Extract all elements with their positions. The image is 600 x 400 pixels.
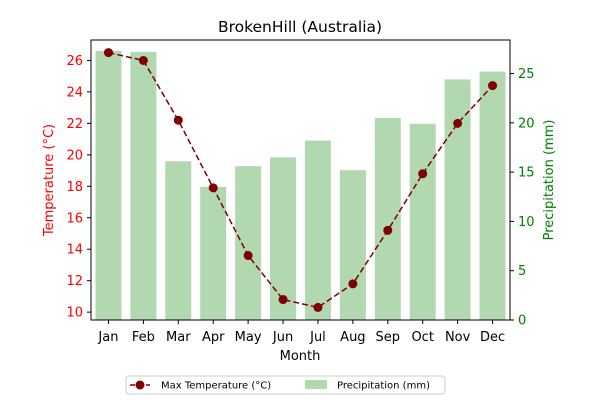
x-tick-label-dec: Dec <box>480 330 505 345</box>
x-tick-label-oct: Oct <box>411 330 433 345</box>
temperature-series-line <box>108 51 494 309</box>
temperature-point-aug <box>348 279 358 289</box>
x-tick-label-may: May <box>235 330 262 345</box>
legend-label-precipitation: Precipitation (mm) <box>337 381 430 392</box>
precipitation-bar-apr <box>200 186 227 320</box>
x-tick-label-nov: Nov <box>445 330 471 345</box>
left-tick-label-26: 26 <box>66 54 83 69</box>
temperature-line <box>103 48 498 312</box>
right-tick-label-5: 5 <box>518 264 526 279</box>
left-tick-label-18: 18 <box>66 180 83 195</box>
x-tick-label-mar: Mar <box>166 330 191 345</box>
left-y-axis-title: Temperature (°C) <box>42 124 57 237</box>
legend: Max Temperature (°C) Precipitation (mm) <box>125 375 446 395</box>
legend-box <box>125 375 446 395</box>
temperature-point-dec <box>488 81 498 91</box>
right-tick-label-10: 10 <box>518 215 535 230</box>
precipitation-bar-may <box>235 166 262 320</box>
axes <box>90 39 511 321</box>
x-tick-label-jun: Jun <box>272 330 293 345</box>
left-tick-label-16: 16 <box>66 211 83 226</box>
temperature-point-may <box>243 251 253 261</box>
x-axis-ticks: Jan Feb Mar Apr May Jun Jul Aug Sep Oct Nov Dec <box>97 320 505 345</box>
chart-title: BrokenHill (Australia) <box>218 18 382 36</box>
precipitation-bar-sep <box>374 117 401 320</box>
temperature-point-jan <box>103 48 113 58</box>
left-tick-label-22: 22 <box>66 117 83 132</box>
temperature-point-apr <box>208 183 218 193</box>
right-tick-label-25: 25 <box>518 67 535 82</box>
x-tick-label-jul: Jul <box>309 330 326 345</box>
x-tick-label-apr: Apr <box>202 330 225 345</box>
precipitation-bar-feb <box>130 51 157 320</box>
precipitation-bar-nov <box>444 79 471 321</box>
x-tick-label-sep: Sep <box>376 330 401 345</box>
precipitation-bar-jul <box>304 140 331 320</box>
temperature-point-mar <box>173 115 183 125</box>
legend-marker-swatch <box>135 380 145 390</box>
precipitation-bar-aug <box>339 170 366 320</box>
x-tick-label-jan: Jan <box>97 330 118 345</box>
precipitation-bar-oct <box>409 123 436 320</box>
precipitation-bar-jun <box>270 157 297 320</box>
precipitation-bar-mar <box>165 161 192 320</box>
left-tick-label-10: 10 <box>66 306 83 321</box>
temperature-point-oct <box>418 169 428 179</box>
plot-frame <box>90 39 511 321</box>
precipitation-bar-jan <box>95 50 122 321</box>
temperature-point-jul <box>313 302 323 312</box>
legend-label-temperature: Max Temperature (°C) <box>161 381 271 392</box>
left-tick-label-20: 20 <box>66 148 83 163</box>
precipitation-bars <box>95 50 506 321</box>
left-tick-label-14: 14 <box>66 243 83 258</box>
x-axis-title: Month <box>280 349 321 364</box>
left-tick-label-12: 12 <box>66 274 83 289</box>
temperature-point-jun <box>278 295 288 305</box>
temperature-point-sep <box>383 225 393 235</box>
right-tick-label-0: 0 <box>518 314 526 329</box>
precipitation-bar-dec <box>479 71 506 321</box>
right-y-axis-ticks: 0 5 10 15 20 25 <box>510 67 535 329</box>
right-y-axis-title: Precipitation (mm) <box>542 120 557 241</box>
x-tick-label-feb: Feb <box>132 330 155 345</box>
left-y-axis-ticks: 10 12 14 16 18 20 22 24 26 <box>66 54 91 321</box>
temperature-point-feb <box>138 55 148 65</box>
left-tick-label-24: 24 <box>66 85 83 100</box>
right-tick-label-20: 20 <box>518 116 535 131</box>
legend-bar-swatch <box>305 380 327 389</box>
x-tick-label-aug: Aug <box>340 330 365 345</box>
temperature-point-nov <box>453 118 463 128</box>
right-tick-label-15: 15 <box>518 166 535 181</box>
